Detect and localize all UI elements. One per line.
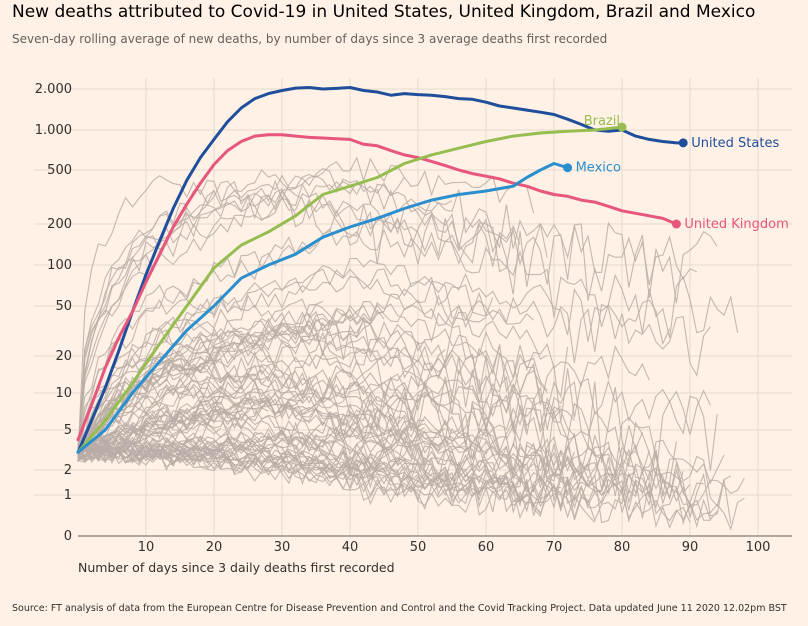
other-country-line bbox=[77, 407, 691, 499]
y-tick-label: 50 bbox=[55, 299, 72, 314]
series-end-dot bbox=[678, 138, 688, 148]
y-tick-label: 100 bbox=[47, 258, 72, 273]
y-tick-label: 5 bbox=[64, 423, 72, 438]
axis-layer: 0 1 2 5 10 20 50 100 200 500 1.000 2.000 10 20 30 40 50 6… bbox=[35, 82, 792, 555]
x-tick-label: 80 bbox=[614, 540, 631, 555]
series-line bbox=[76, 162, 570, 454]
other-country-line bbox=[77, 357, 310, 448]
series-label: Brazil bbox=[584, 114, 620, 129]
other-country-line bbox=[77, 175, 548, 458]
series-end-dot bbox=[563, 163, 573, 173]
x-axis-label: Number of days since 3 daily deaths firs… bbox=[78, 560, 395, 575]
other-country-line bbox=[77, 327, 548, 454]
x-tick-label: 40 bbox=[342, 540, 359, 555]
other-country-line bbox=[77, 284, 569, 445]
y-tick-label: 1.000 bbox=[35, 123, 72, 138]
other-country-line bbox=[77, 400, 684, 505]
other-country-line bbox=[77, 424, 575, 482]
x-tick-label: 90 bbox=[682, 540, 699, 555]
x-tick-label: 30 bbox=[274, 540, 291, 555]
other-country-line bbox=[77, 304, 487, 462]
chart-canvas: 0 1 2 5 10 20 50 100 200 500 1.000 2.000 10 20 30 40 50 6… bbox=[34, 78, 792, 575]
highlighted-series bbox=[76, 86, 688, 454]
other-country-line bbox=[77, 442, 561, 516]
other-country-line bbox=[77, 331, 718, 477]
other-countries-lines bbox=[77, 156, 745, 531]
x-tick-label: 100 bbox=[746, 540, 771, 555]
chart-title: New deaths attributed to Covid-19 in Uni… bbox=[12, 2, 756, 22]
other-country-line bbox=[77, 364, 562, 462]
other-country-line bbox=[77, 444, 609, 504]
other-country-line bbox=[77, 176, 405, 452]
y-tick-label: 2.000 bbox=[35, 82, 72, 97]
other-country-line bbox=[77, 180, 521, 455]
other-country-line bbox=[77, 167, 453, 459]
y-tick-label: 1 bbox=[64, 488, 72, 503]
x-tick-label: 70 bbox=[546, 540, 563, 555]
other-country-line bbox=[77, 388, 446, 457]
y-tick-label: 10 bbox=[55, 386, 72, 401]
other-country-line bbox=[77, 445, 596, 523]
x-tick-label: 10 bbox=[138, 540, 155, 555]
other-country-line bbox=[77, 257, 671, 454]
other-country-line bbox=[77, 386, 425, 449]
other-country-line bbox=[77, 156, 535, 455]
series-end-dot bbox=[671, 219, 681, 229]
y-tick-label: 20 bbox=[55, 349, 72, 364]
x-tick-label: 60 bbox=[478, 540, 495, 555]
other-country-line bbox=[77, 318, 548, 454]
y-tick-label: 200 bbox=[47, 217, 72, 232]
y-tick-label: 0 bbox=[64, 529, 72, 544]
series-line bbox=[76, 125, 624, 454]
series-line bbox=[76, 86, 685, 454]
other-country-line bbox=[77, 406, 473, 476]
series-label: Mexico bbox=[576, 161, 621, 176]
other-country-line bbox=[77, 268, 494, 460]
other-country-line bbox=[77, 319, 501, 456]
other-country-line bbox=[77, 385, 732, 508]
series-labels: United States United Kingdom Brazil Mexico bbox=[576, 114, 789, 232]
other-country-line bbox=[77, 446, 541, 513]
other-country-line bbox=[77, 423, 507, 483]
series-line bbox=[76, 133, 678, 442]
x-tick-label: 20 bbox=[206, 540, 223, 555]
source-note: Source: FT analysis of data from the Eur… bbox=[12, 603, 787, 614]
other-country-line bbox=[77, 379, 269, 450]
chart-subtitle: Seven-day rolling average of new deaths,… bbox=[12, 32, 608, 46]
other-country-line bbox=[77, 445, 528, 504]
other-country-line bbox=[77, 301, 548, 460]
series-end-dot bbox=[617, 122, 627, 132]
other-country-line bbox=[77, 228, 739, 446]
other-country-line bbox=[77, 398, 446, 459]
other-country-line bbox=[77, 293, 534, 462]
other-country-line bbox=[77, 183, 698, 446]
y-tick-label: 2 bbox=[64, 463, 72, 478]
other-country-line bbox=[77, 340, 528, 447]
series-label: United Kingdom bbox=[684, 217, 788, 232]
other-country-line bbox=[77, 444, 609, 521]
y-tick-label: 500 bbox=[47, 163, 72, 178]
series-label: United States bbox=[691, 136, 779, 151]
x-tick-label: 50 bbox=[410, 540, 427, 555]
